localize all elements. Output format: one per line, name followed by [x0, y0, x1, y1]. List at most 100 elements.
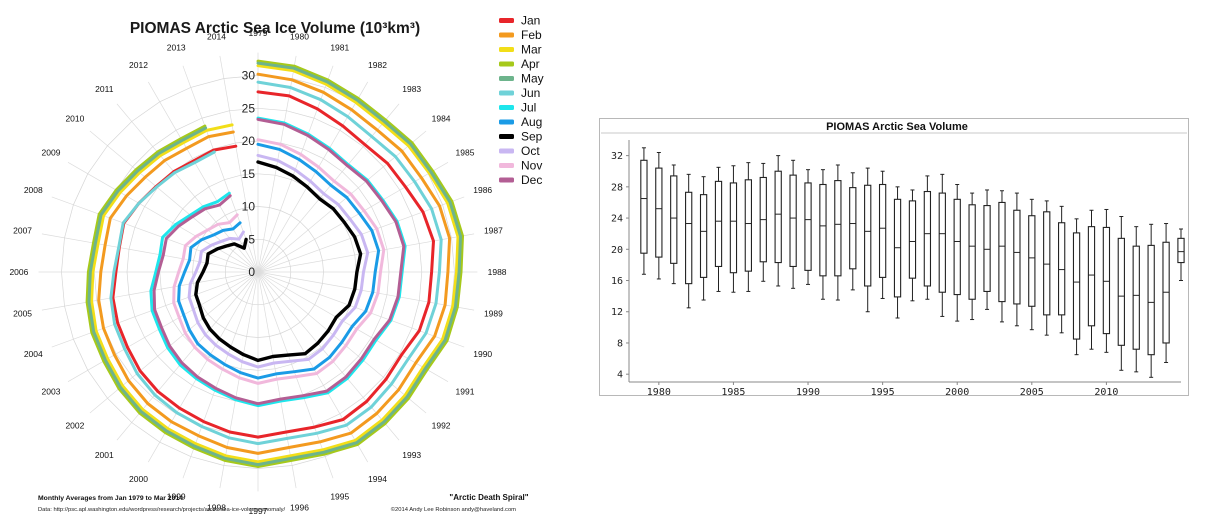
spiral-year-label: 1980 — [290, 32, 309, 42]
spiral-spoke — [257, 81, 369, 273]
spiral-year-label: 2014 — [207, 32, 226, 42]
boxplot-box — [1162, 223, 1170, 363]
spiral-year-label: 1994 — [368, 474, 387, 484]
spiral-spoke — [257, 271, 465, 348]
legend-swatch-jan — [499, 18, 514, 23]
spiral-year-label: 1999 — [167, 492, 186, 502]
boxplot-iqr-box — [655, 167, 663, 258]
boxplot-x-tick-label: 2010 — [1094, 387, 1118, 396]
boxplot-box — [774, 155, 782, 287]
boxplot-iqr-box — [774, 170, 782, 264]
spiral-radial-tick: 25 — [242, 101, 256, 115]
boxplot-x-tick-label: 1980 — [647, 387, 671, 396]
boxplot-x-tick-label: 1995 — [871, 387, 895, 396]
legend-swatch-sep — [499, 134, 514, 139]
boxplot-box — [1117, 216, 1125, 371]
spiral-spoke — [257, 161, 449, 273]
boxplot-iqr-box — [1013, 209, 1021, 305]
spiral-spoke — [257, 271, 334, 479]
boxplot-iqr-box — [983, 205, 991, 292]
boxplot-x-tick-label: 2000 — [945, 387, 969, 396]
spiral-series-jun — [109, 80, 443, 446]
boxplot-iqr-box — [744, 179, 753, 272]
spiral-radial-tick: 5 — [248, 232, 255, 246]
boxplot-box — [1072, 218, 1081, 356]
spiral-ring — [224, 238, 292, 306]
boxplot-y-tick-label: 4 — [617, 370, 623, 381]
boxplot-iqr-box — [714, 180, 723, 268]
boxplot-box — [1087, 209, 1096, 350]
spiral-year-label: 1987 — [484, 226, 503, 236]
boxplot-title: PIOMAS Arctic Sea Volume — [826, 121, 968, 133]
spiral-series-apr — [85, 59, 464, 468]
spiral-year-label: 1981 — [330, 42, 349, 52]
boxplot-iqr-box — [1147, 244, 1155, 356]
spiral-spoke — [257, 130, 427, 273]
spiral-spoke — [257, 271, 475, 311]
boxplot-box — [1102, 208, 1111, 353]
boxplot-iqr-box — [864, 184, 872, 287]
legend-swatch-jun — [499, 90, 514, 96]
spiral-title: PIOMAS Arctic Sea Ice Volume (10³km³) — [130, 20, 420, 37]
spiral-spoke — [67, 161, 259, 273]
boxplot-iqr-box — [670, 175, 678, 264]
boxplot-box — [1028, 198, 1036, 331]
spiral-tagline: "Arctic Death Spiral" — [449, 493, 528, 502]
boxplot-box — [744, 162, 753, 292]
boxplot-x-tick-label: 1985 — [721, 387, 745, 396]
boxplot-box — [908, 189, 917, 302]
boxplot-box — [804, 169, 812, 285]
boxplot-x-tick-label: 2005 — [1020, 387, 1044, 396]
boxplot-box — [729, 165, 738, 293]
boxplot-axes: 4 8 12 16 20 24 28 32 1980 1985 1990 1995 2000 2005 20… — [611, 140, 1181, 396]
legend-swatch-dec — [499, 177, 514, 183]
spiral-year-label: 1985 — [456, 148, 475, 158]
spiral-spoke — [257, 55, 297, 273]
legend-label-jun: Jun — [521, 86, 540, 100]
boxplot-box — [819, 169, 827, 300]
spiral-radial-ticks: 0 5 10 15 20 25 30 — [242, 69, 256, 280]
boxplot-box — [864, 167, 872, 313]
boxplot-iqr-box — [1072, 232, 1081, 340]
spiral-year-label: 1984 — [432, 113, 451, 123]
spiral-series-oct — [187, 153, 370, 369]
spiral-credit: ©2014 Andy Lee Robinson andy@haveland.co… — [391, 506, 516, 513]
spiral-year-label: 1992 — [432, 421, 451, 431]
spiral-spoke — [182, 65, 259, 273]
boxplot-box — [1043, 200, 1051, 336]
spiral-series-nov — [172, 138, 386, 385]
spiral-year-label: 2003 — [42, 387, 61, 397]
legend-swatch-apr — [499, 61, 514, 67]
legend-label-sep: Sep — [521, 130, 543, 144]
boxplot-box — [640, 147, 648, 275]
boxplot-iqr-box — [834, 180, 842, 277]
spiral-spoke — [67, 271, 259, 383]
boxplot-box — [1147, 223, 1155, 378]
spiral-spoke — [219, 55, 259, 273]
boxplot-iqr-box — [729, 182, 738, 274]
boxplot-iqr-box — [804, 182, 812, 271]
legend-label-oct: Oct — [521, 144, 540, 158]
spiral-year-label: 1991 — [456, 387, 475, 397]
boxplot-box — [983, 189, 991, 310]
boxplot-iqr-box — [640, 159, 648, 254]
spiral-radial-tick: 30 — [242, 69, 256, 83]
boxplot-box — [923, 175, 932, 300]
boxplot-iqr-box — [685, 191, 693, 285]
boxplot-y-tick-label: 20 — [611, 245, 623, 256]
spiral-year-label: 2011 — [95, 84, 114, 94]
boxplot-iqr-box — [908, 200, 917, 279]
boxplot-box — [849, 172, 857, 291]
boxplot-iqr-box — [1057, 222, 1066, 316]
spiral-spoke — [219, 271, 259, 489]
spiral-year-label: 1982 — [368, 60, 387, 70]
spiral-year-label: 2000 — [129, 474, 148, 484]
spiral-year-label: 1995 — [330, 492, 349, 502]
spiral-subtitle: Monthly Averages from Jan 1979 to Mar 20… — [38, 495, 183, 502]
spiral-series-mar — [90, 64, 460, 464]
spiral-year-label: 1990 — [473, 349, 492, 359]
legend-swatch-aug — [499, 119, 514, 125]
boxplot-box — [655, 151, 663, 280]
boxplot-iqr-box — [923, 190, 932, 287]
